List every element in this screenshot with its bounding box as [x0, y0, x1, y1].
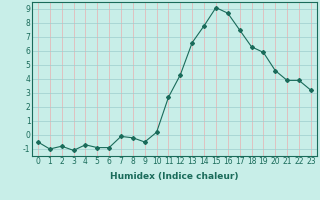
X-axis label: Humidex (Indice chaleur): Humidex (Indice chaleur) — [110, 172, 239, 181]
